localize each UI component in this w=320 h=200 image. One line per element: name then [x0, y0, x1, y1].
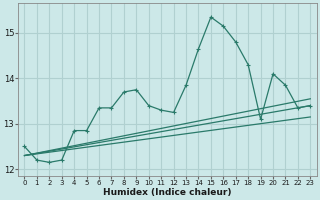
X-axis label: Humidex (Indice chaleur): Humidex (Indice chaleur) — [103, 188, 232, 197]
